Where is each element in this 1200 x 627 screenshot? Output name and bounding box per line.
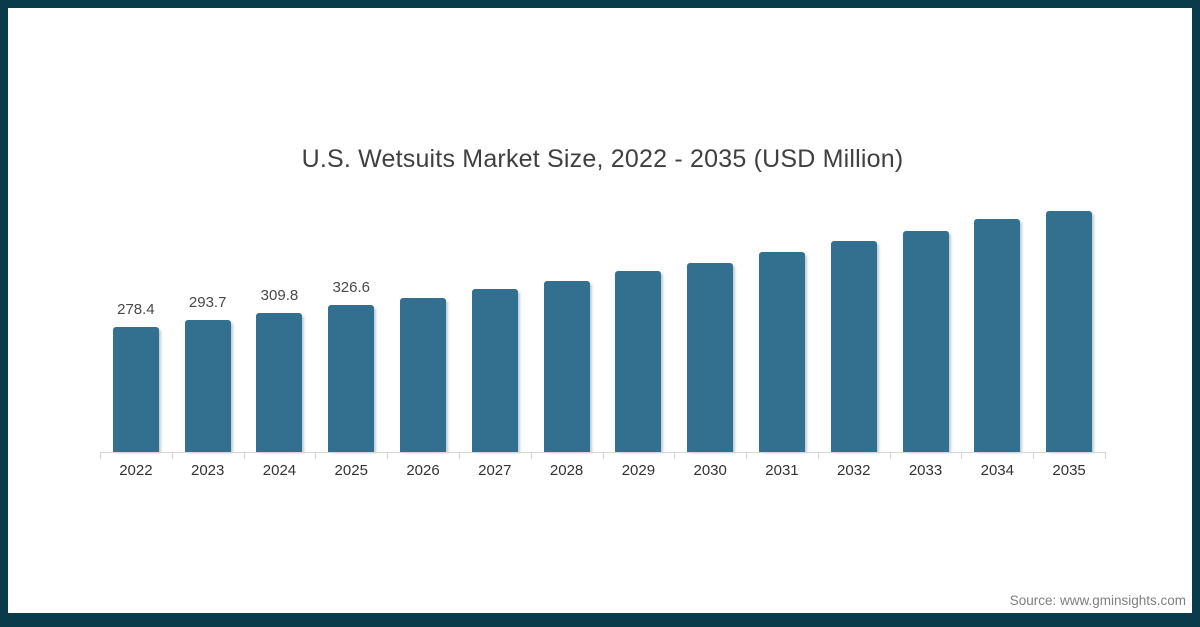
axis-tick xyxy=(100,452,101,459)
bar-2028 xyxy=(543,281,590,452)
bar-column-2035 xyxy=(1033,0,1105,452)
x-axis-label-2031: 2031 xyxy=(765,462,799,479)
bar-column-2033 xyxy=(890,0,962,452)
x-axis-label-2034: 2034 xyxy=(980,462,1014,479)
bar-column-2026 xyxy=(387,0,459,452)
bar-column-2022: 278.4 xyxy=(100,0,172,452)
x-axis-label-2032: 2032 xyxy=(837,462,871,479)
bar-column-2028 xyxy=(531,0,603,452)
axis-tick xyxy=(1105,452,1106,459)
axis-tick xyxy=(746,452,748,459)
axis-tick xyxy=(1033,452,1035,459)
x-axis-label-2030: 2030 xyxy=(693,462,727,479)
bar-2025 xyxy=(328,305,375,452)
axis-tick xyxy=(171,452,173,459)
bar-column-2032 xyxy=(818,0,890,452)
x-axis-label-2033: 2033 xyxy=(908,462,943,479)
bar-column-2023: 293.7 xyxy=(172,0,244,452)
axis-tick xyxy=(674,452,676,459)
axis-tick xyxy=(817,452,819,459)
x-axis-label-2022: 2022 xyxy=(119,462,153,479)
bar-column-2030 xyxy=(674,0,746,452)
bar-2027 xyxy=(471,289,518,452)
bar-2030 xyxy=(687,263,734,452)
x-axis-label-2028: 2028 xyxy=(549,462,584,479)
axis-tick xyxy=(458,452,460,459)
axis-tick xyxy=(315,452,317,459)
bar-2022 xyxy=(112,327,159,452)
axis-tick xyxy=(530,452,532,459)
bar-column-2031 xyxy=(746,0,818,452)
bar-column-2024: 309.8 xyxy=(244,0,316,452)
bar-2033 xyxy=(902,231,949,452)
axis-tick xyxy=(243,452,245,459)
axis-tick xyxy=(961,452,963,459)
x-axis-label-2023: 2023 xyxy=(190,462,225,479)
x-axis-label-2029: 2029 xyxy=(621,462,656,479)
source-attribution: Source: www.gminsights.com xyxy=(1009,593,1186,608)
bar-2029 xyxy=(615,271,662,452)
bar-column-2027 xyxy=(459,0,531,452)
bar-value-label-2025: 326.6 xyxy=(332,279,371,296)
chart-title: U.S. Wetsuits Market Size, 2022 - 2035 (… xyxy=(301,145,904,173)
bar-column-2034 xyxy=(961,0,1033,452)
bar-chart-plot-area: 278.4 293.7 309.8 326.6 xyxy=(100,0,1105,452)
x-axis-label-2024: 2024 xyxy=(262,462,297,479)
bar-2026 xyxy=(400,298,447,452)
x-axis-label-2026: 2026 xyxy=(406,462,440,479)
axis-tick xyxy=(387,452,389,459)
x-axis-label-2025: 2025 xyxy=(334,462,368,479)
axis-tick xyxy=(889,452,891,459)
bar-column-2029 xyxy=(603,0,675,452)
bar-2023 xyxy=(184,320,231,452)
bar-2031 xyxy=(758,252,805,452)
bar-value-label-2023: 293.7 xyxy=(188,294,227,311)
bar-2034 xyxy=(974,219,1021,452)
bar-2035 xyxy=(1046,211,1093,452)
bar-2024 xyxy=(256,313,303,452)
bottom-accent-bar xyxy=(0,613,1200,627)
bar-value-label-2022: 278.4 xyxy=(117,301,155,318)
x-axis-label-2035: 2035 xyxy=(1052,462,1086,479)
x-axis-label-2027: 2027 xyxy=(478,462,512,479)
axis-tick xyxy=(602,452,604,459)
bar-2032 xyxy=(830,241,877,452)
bar-column-2025: 326.6 xyxy=(315,0,387,452)
bar-value-label-2024: 309.8 xyxy=(260,287,299,304)
